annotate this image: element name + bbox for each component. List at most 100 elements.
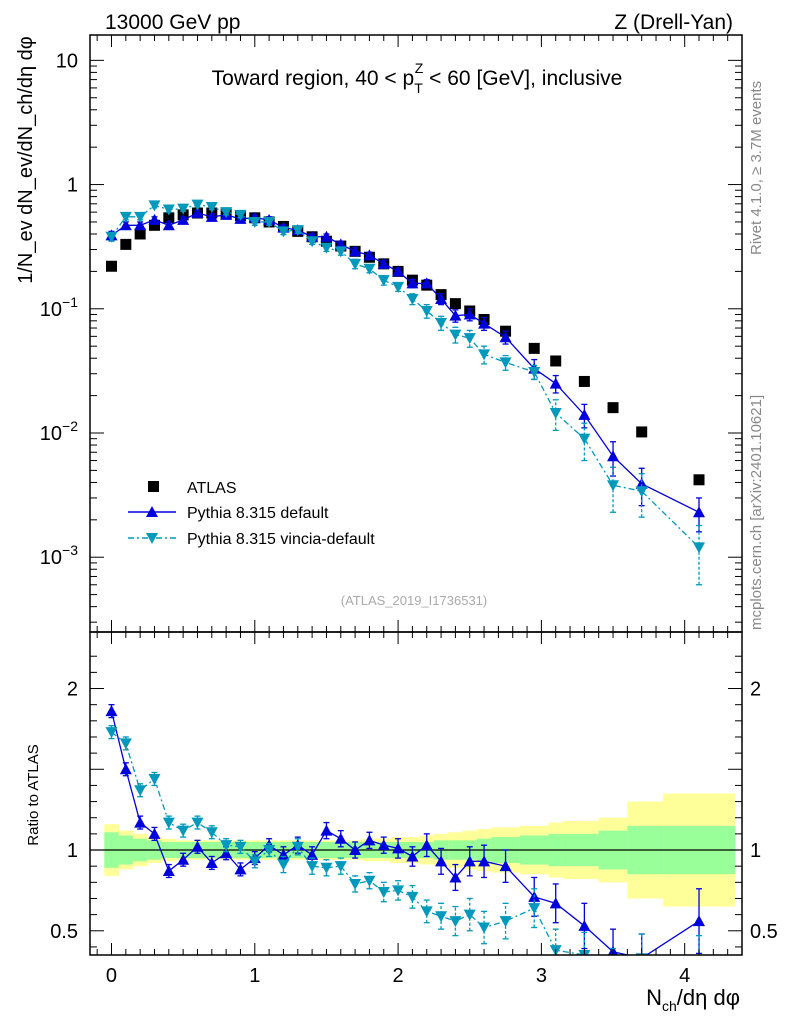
x-tick-label: 3 <box>536 965 547 987</box>
x-tick-label: 1 <box>249 965 260 987</box>
main-data-point <box>349 245 362 257</box>
ratio-data-point <box>205 827 218 839</box>
ratio-data-point <box>463 909 476 921</box>
main-data-point <box>420 277 433 289</box>
main-data-point <box>449 309 462 321</box>
legend-label-pythia-vincia: Pythia 8.315 vincia-default <box>187 531 375 548</box>
main-data-point <box>406 277 419 289</box>
main-data-point <box>119 219 132 231</box>
main-series-line <box>111 212 700 513</box>
ratio-data-point <box>191 817 204 829</box>
ratio-data-point <box>377 887 390 899</box>
x-tick-label: 4 <box>679 965 690 987</box>
ratio-data-point <box>205 856 218 868</box>
main-series-pythia-8-315-vincia-default <box>105 199 706 586</box>
main-data-point <box>105 260 117 272</box>
main-y-axis-label: 1/N_ev dN_ev/dN_ch/dη dφ <box>15 36 37 284</box>
main-data-point <box>607 402 619 414</box>
ratio-data-point <box>449 916 462 928</box>
main-data-point <box>578 408 591 420</box>
main-data-point <box>635 486 648 498</box>
analysis-id: (ATLAS_2019_I1736531) <box>341 593 487 608</box>
main-data-point <box>134 211 147 223</box>
ratio-data-point <box>478 855 491 867</box>
ratio-data-point <box>499 860 512 872</box>
ratio-data-point <box>363 875 376 887</box>
main-data-point <box>234 209 247 221</box>
ratio-data-point <box>220 847 233 859</box>
main-data-point <box>349 258 362 270</box>
legend-marker-atlas <box>148 481 159 492</box>
main-data-point <box>291 225 304 237</box>
main-data-point <box>578 375 590 387</box>
ratio-series-line <box>110 710 700 955</box>
ratio-y-tick-label-right: 2 <box>750 679 761 701</box>
x-tick-label: 0 <box>106 965 117 987</box>
ratio-data-point <box>134 816 147 828</box>
ratio-data-point <box>377 839 390 851</box>
ratio-data-point <box>334 861 347 873</box>
main-data-point <box>134 219 147 231</box>
ratio-data-point <box>177 825 190 837</box>
main-data-point <box>148 200 161 212</box>
ratio-data-point <box>148 773 161 785</box>
main-data-point <box>377 275 390 287</box>
main-data-point <box>205 201 218 213</box>
main-data-point <box>105 231 118 243</box>
ratio-data-point <box>435 911 448 923</box>
ratio-y-tick-label-right: 0.5 <box>750 921 778 943</box>
ratio-data-point <box>406 850 419 862</box>
ratio-data-point <box>119 738 132 750</box>
ratio-panel-series <box>105 704 706 979</box>
main-data-point <box>334 246 347 258</box>
ratio-data-point <box>320 862 333 874</box>
main-data-point <box>478 317 491 329</box>
main-data-point <box>478 349 491 361</box>
ratio-data-point <box>607 968 619 979</box>
main-series-atlas <box>105 207 705 486</box>
main-y-tick-label: 10 <box>56 50 78 72</box>
main-y-tick-label: 10−3 <box>40 542 78 569</box>
ratio-data-point <box>306 848 319 860</box>
main-data-point <box>449 329 462 341</box>
ratio-data-point <box>449 871 462 883</box>
main-panel-title: Toward region, 40 < pTZ < 60 [GeV], incl… <box>212 60 623 96</box>
main-data-point <box>191 207 204 219</box>
main-data-point <box>499 357 512 369</box>
main-data-point <box>263 216 276 228</box>
main-data-point <box>607 450 620 462</box>
main-data-point <box>306 236 319 248</box>
ratio-data-point <box>435 855 448 867</box>
header-process: Z (Drell-Yan) <box>614 11 733 34</box>
ratio-data-point <box>248 856 261 868</box>
main-y-tick-label: 10−1 <box>40 294 78 321</box>
main-data-point <box>162 219 175 231</box>
ratio-series-line <box>111 731 586 955</box>
main-data-point <box>435 292 448 304</box>
main-data-point <box>220 207 233 219</box>
main-y-tick-label: 1 <box>67 175 78 197</box>
ratio-data-point <box>291 841 304 853</box>
main-data-point <box>528 342 540 354</box>
main-data-point <box>148 219 160 231</box>
ratio-data-point <box>549 897 562 909</box>
legend-label-pythia-default: Pythia 8.315 default <box>187 505 329 522</box>
main-data-point <box>177 213 190 225</box>
main-data-point <box>693 506 706 518</box>
main-data-point <box>134 228 146 240</box>
main-data-point <box>550 355 562 367</box>
legend-marker-pythia-default <box>146 506 158 517</box>
ratio-data-point <box>528 903 541 915</box>
main-data-point <box>320 230 333 242</box>
ratio-data-point <box>334 832 347 844</box>
main-data-point <box>420 305 433 317</box>
main-data-point <box>463 308 476 320</box>
ratio-y-axis-label: Ratio to ATLAS <box>25 744 42 845</box>
ratio-data-point <box>478 922 491 934</box>
ratio-data-point <box>406 891 419 903</box>
ratio-data-point <box>693 960 705 971</box>
ratio-data-point <box>578 919 591 931</box>
ratio-series-pythia-8-315-vincia-default <box>105 725 705 979</box>
main-data-point <box>607 480 620 492</box>
